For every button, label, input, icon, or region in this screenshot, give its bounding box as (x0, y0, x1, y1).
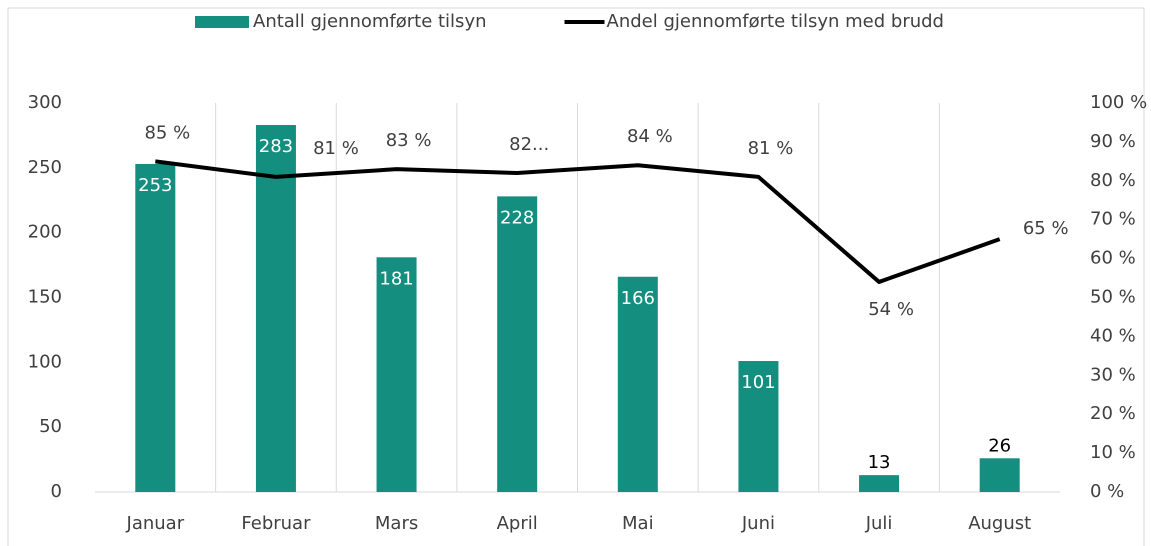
legend-swatch (195, 16, 249, 28)
bar-value-label: 253 (138, 175, 172, 196)
y2-tick-label: 40 % (1090, 325, 1136, 346)
bar-value-label: 26 (988, 435, 1011, 456)
bar (255, 125, 296, 492)
y2-tick-label: 60 % (1090, 248, 1136, 269)
y2-tick-label: 80 % (1090, 170, 1136, 191)
y2-tick-label: 100 % (1090, 92, 1147, 113)
bar (617, 276, 658, 492)
line-value-label: 84 % (627, 126, 673, 147)
line-value-label: 85 % (144, 122, 190, 143)
x-tick-label: Juli (865, 513, 893, 534)
y-tick-label: 250 (28, 157, 62, 178)
bar-value-label: 166 (621, 288, 655, 309)
y-tick-label: 100 (28, 351, 62, 372)
line-value-label: 54 % (868, 299, 914, 320)
y-tick-label: 150 (28, 287, 62, 308)
x-tick-label: Juni (741, 513, 775, 534)
x-tick-label: August (968, 513, 1031, 534)
legend-label: Andel gjennomførte tilsyn med brudd (607, 11, 944, 32)
line-value-label: 83 % (386, 130, 432, 151)
y-tick-label: 300 (28, 92, 62, 113)
line (155, 159, 1001, 284)
x-tick-label: Januar (126, 513, 185, 534)
bar (497, 196, 538, 493)
x-tick-label: Mai (622, 513, 654, 534)
y2-tick-label: 50 % (1090, 287, 1136, 308)
y2-tick-label: 20 % (1090, 403, 1136, 424)
bar (376, 257, 417, 492)
y2-tick-label: 10 % (1090, 442, 1136, 463)
legend-label: Antall gjennomførte tilsyn (253, 11, 487, 32)
y-tick-label: 200 (28, 222, 62, 243)
line-value-label: 81 % (748, 138, 794, 159)
x-tick-label: Mars (375, 513, 418, 534)
bar (979, 458, 1020, 492)
x-tick-label: April (497, 513, 538, 534)
bar-value-label: 101 (741, 372, 775, 393)
bar-value-label: 13 (868, 452, 891, 473)
line-value-label: 65 % (1023, 218, 1069, 239)
bar-value-label: 228 (500, 207, 534, 228)
y2-tick-label: 30 % (1090, 364, 1136, 385)
bar-value-label: 283 (259, 136, 293, 157)
bar (135, 163, 176, 492)
line-value-label: 81 % (313, 138, 359, 159)
chart-border (7, 7, 1145, 546)
y-tick-label: 0 (51, 481, 62, 502)
y2-tick-label: 70 % (1090, 209, 1136, 230)
line-value-label: 82... (509, 134, 549, 155)
bar-value-label: 181 (379, 268, 413, 289)
x-tick-label: Februar (241, 513, 311, 534)
y-tick-label: 50 (39, 416, 62, 437)
bar (738, 361, 779, 492)
y2-tick-label: 90 % (1090, 131, 1136, 152)
bar (859, 475, 900, 492)
y2-tick-label: 0 % (1090, 481, 1124, 502)
